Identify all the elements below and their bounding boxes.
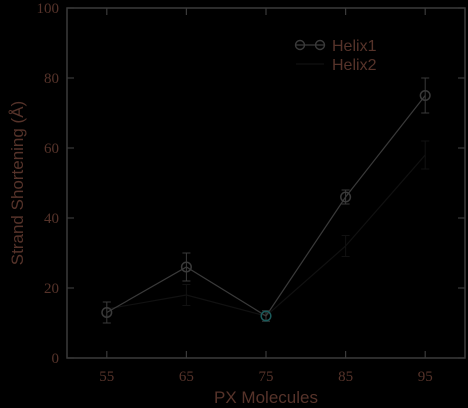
y-tick-label-100: 100 [37,1,60,17]
data-point-helix1-85 [340,191,352,203]
legend-marker-helix1-left [294,39,306,51]
y-tick-label-40: 40 [44,211,59,227]
legend-label-helix2: Helix2 [332,57,377,74]
x-tick-label-85: 85 [338,369,353,385]
y-tick-label-60: 60 [44,141,59,157]
x-tick-label-65: 65 [179,369,194,385]
series-helix1 [101,77,431,324]
tick-marks [67,7,465,359]
y-tick-label-20: 20 [44,281,59,297]
plot-area [66,7,466,359]
data-point-helix1-65 [180,261,192,273]
data-point-helix1-75 [260,310,272,322]
x-tick-label-75: 75 [259,369,274,385]
y-tick-label-0: 0 [52,351,60,367]
y-axis-title: Strand Shortening (Å) [8,101,27,265]
data-point-helix1-95 [419,89,431,102]
x-tick-label-55: 55 [99,369,114,385]
x-axis-title: PX Molecules [214,388,318,407]
series-layer [101,77,431,324]
x-tick-label-95: 95 [418,369,433,385]
legend-label-helix1: Helix1 [332,38,377,55]
tick-labels: 55 65 75 85 95 0 20 40 60 80 100 [37,1,433,385]
data-point-helix1-55 [101,306,113,319]
y-tick-label-80: 80 [44,71,59,87]
legend-marker-helix1-right [314,39,326,51]
legend: Helix1 Helix2 [294,38,377,74]
